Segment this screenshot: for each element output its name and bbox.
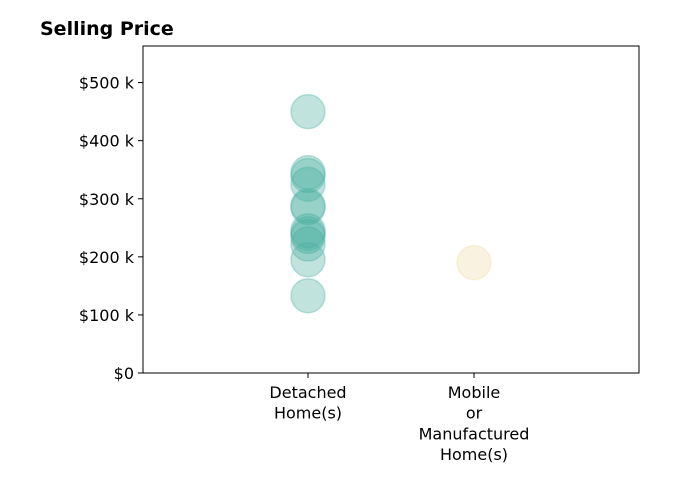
- data-point: [290, 278, 326, 314]
- y-tick-label: $500 k: [79, 74, 135, 93]
- x-tick-label: Home(s): [440, 445, 508, 464]
- x-tick-label: Detached: [269, 383, 346, 402]
- data-point: [290, 212, 326, 249]
- y-tick-label: $100 k: [79, 306, 135, 325]
- plot-frame: [142, 45, 640, 374]
- x-tick-label: Manufactured: [419, 424, 530, 443]
- data-point: [290, 93, 326, 130]
- data-point: [290, 241, 326, 278]
- y-tick-label: $300 k: [79, 190, 135, 209]
- data-point: [290, 189, 326, 226]
- data-point: [290, 157, 326, 194]
- y-axis: $0 $100 k $200 k $300 k $400 k $500 k: [79, 74, 143, 383]
- data-point: [290, 215, 326, 252]
- x-tick-label: Mobile: [448, 383, 500, 402]
- data-point: [290, 226, 326, 262]
- y-tick-label: $0: [114, 364, 134, 383]
- data-point: [290, 187, 326, 224]
- x-tick-label: Home(s): [274, 404, 342, 423]
- data-point: [290, 166, 326, 202]
- data-points: [290, 93, 492, 314]
- data-point: [290, 154, 326, 191]
- chart-title: Selling Price: [40, 18, 174, 40]
- y-tick-label: $400 k: [79, 132, 135, 151]
- data-point: [290, 218, 326, 255]
- y-tick-label: $200 k: [79, 248, 135, 267]
- data-point: [456, 244, 492, 281]
- x-tick-label: or: [466, 404, 483, 423]
